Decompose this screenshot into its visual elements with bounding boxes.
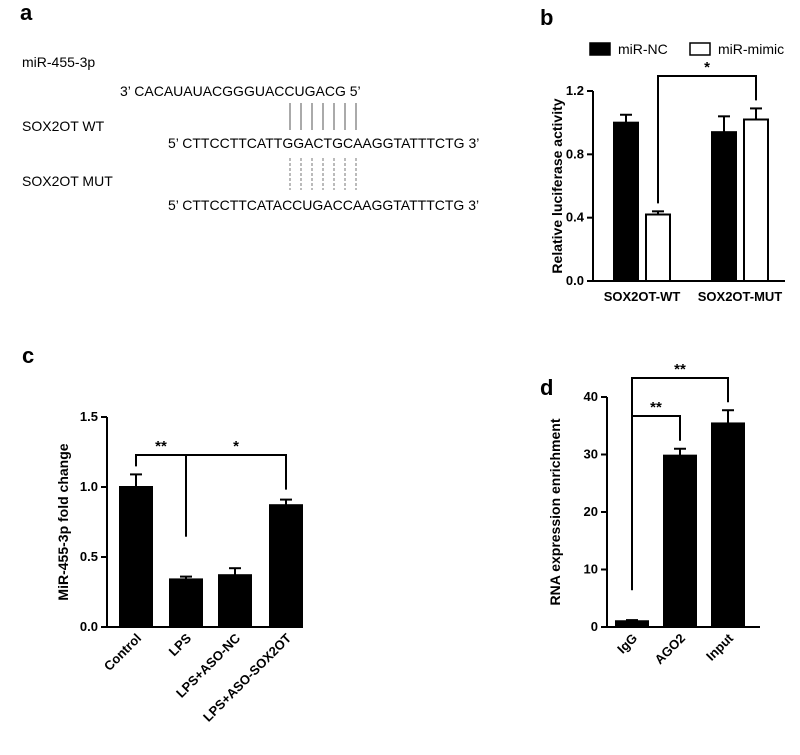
bar [711,422,745,629]
bar [169,578,203,629]
y-tick-label: 10 [584,562,598,577]
y-tick-label: 40 [584,389,598,404]
bar [615,620,649,628]
y-tick-label: 0 [591,619,598,634]
significance-bracket [657,75,757,204]
significance-bracket [185,454,287,537]
panel-a-label: a [20,0,33,25]
mut-sequence: 5’ CTTCCTTCATACCUGACCAAGGTATTTCTG 3’ [168,197,479,213]
significance-label: * [233,438,239,455]
mirna-label: miR-455-3p [22,54,95,70]
bar [645,213,671,282]
y-axis-title: RNA expression enrichment [547,418,563,605]
wt-sequence: 5’ CTTCCTTCATTGGACTGCAAGGTATTTCTG 3’ [168,135,479,151]
y-tick-label: 0.0 [566,273,584,288]
wt-label: SOX2OT WT [22,118,105,134]
x-tick-label: Control [101,631,144,674]
y-tick-label: 1.2 [566,83,584,98]
legend-label: miR-NC [618,41,668,57]
significance-label: ** [674,361,686,378]
legend-swatch [589,42,611,56]
bar [119,486,153,628]
y-tick-label: 0.4 [566,210,585,225]
significance-bracket [631,377,729,591]
y-axis-title: Relative luciferase activity [549,98,565,273]
x-tick-label: LPS+ASO-SOX2OT [200,630,294,724]
significance-label: ** [155,438,167,455]
bar [711,131,737,282]
y-tick-label: 20 [584,504,598,519]
bar [218,574,252,629]
legend-swatch [689,42,711,56]
panel-d-label: d [540,375,553,400]
x-tick-label: Input [703,630,737,664]
y-tick-label: 1.5 [80,409,98,424]
panel-b-label: b [540,5,553,30]
mirna-sequence: 3’ CACAUAUACGGGUACCUGACG 5’ [120,83,361,99]
chart-c: 0.0 0.5 1.0 1.5 MiR-455-3p fold change Contro… [55,409,303,725]
bar [663,454,697,628]
y-tick-label: 1.0 [80,479,98,494]
wt-pairing-lines [289,103,357,130]
x-tick-label: IgG [614,631,640,657]
significance-label: ** [650,399,662,416]
bar [613,121,639,282]
y-tick-label: 0.5 [80,549,98,564]
chart-d: 0 10 20 30 40 RNA expression enrichment IgG AGO… [547,361,760,667]
y-tick-label: 0.0 [80,619,98,634]
x-tick-label: SOX2OT-MUT [698,289,783,304]
x-tick-label: LPS [166,630,195,659]
significance-label: * [704,59,710,76]
panel-c-label: c [22,343,34,368]
bar [269,504,303,629]
y-tick-label: 30 [584,447,598,462]
y-axis-title: MiR-455-3p fold change [55,443,71,600]
x-tick-label: SOX2OT-WT [604,289,681,304]
mut-pairing-lines [289,158,357,190]
x-tick-label: AGO2 [651,631,688,668]
mut-label: SOX2OT MUT [22,173,113,189]
legend-label: miR-mimic [718,41,784,57]
y-tick-label: 0.8 [566,146,584,161]
bar [743,118,769,282]
